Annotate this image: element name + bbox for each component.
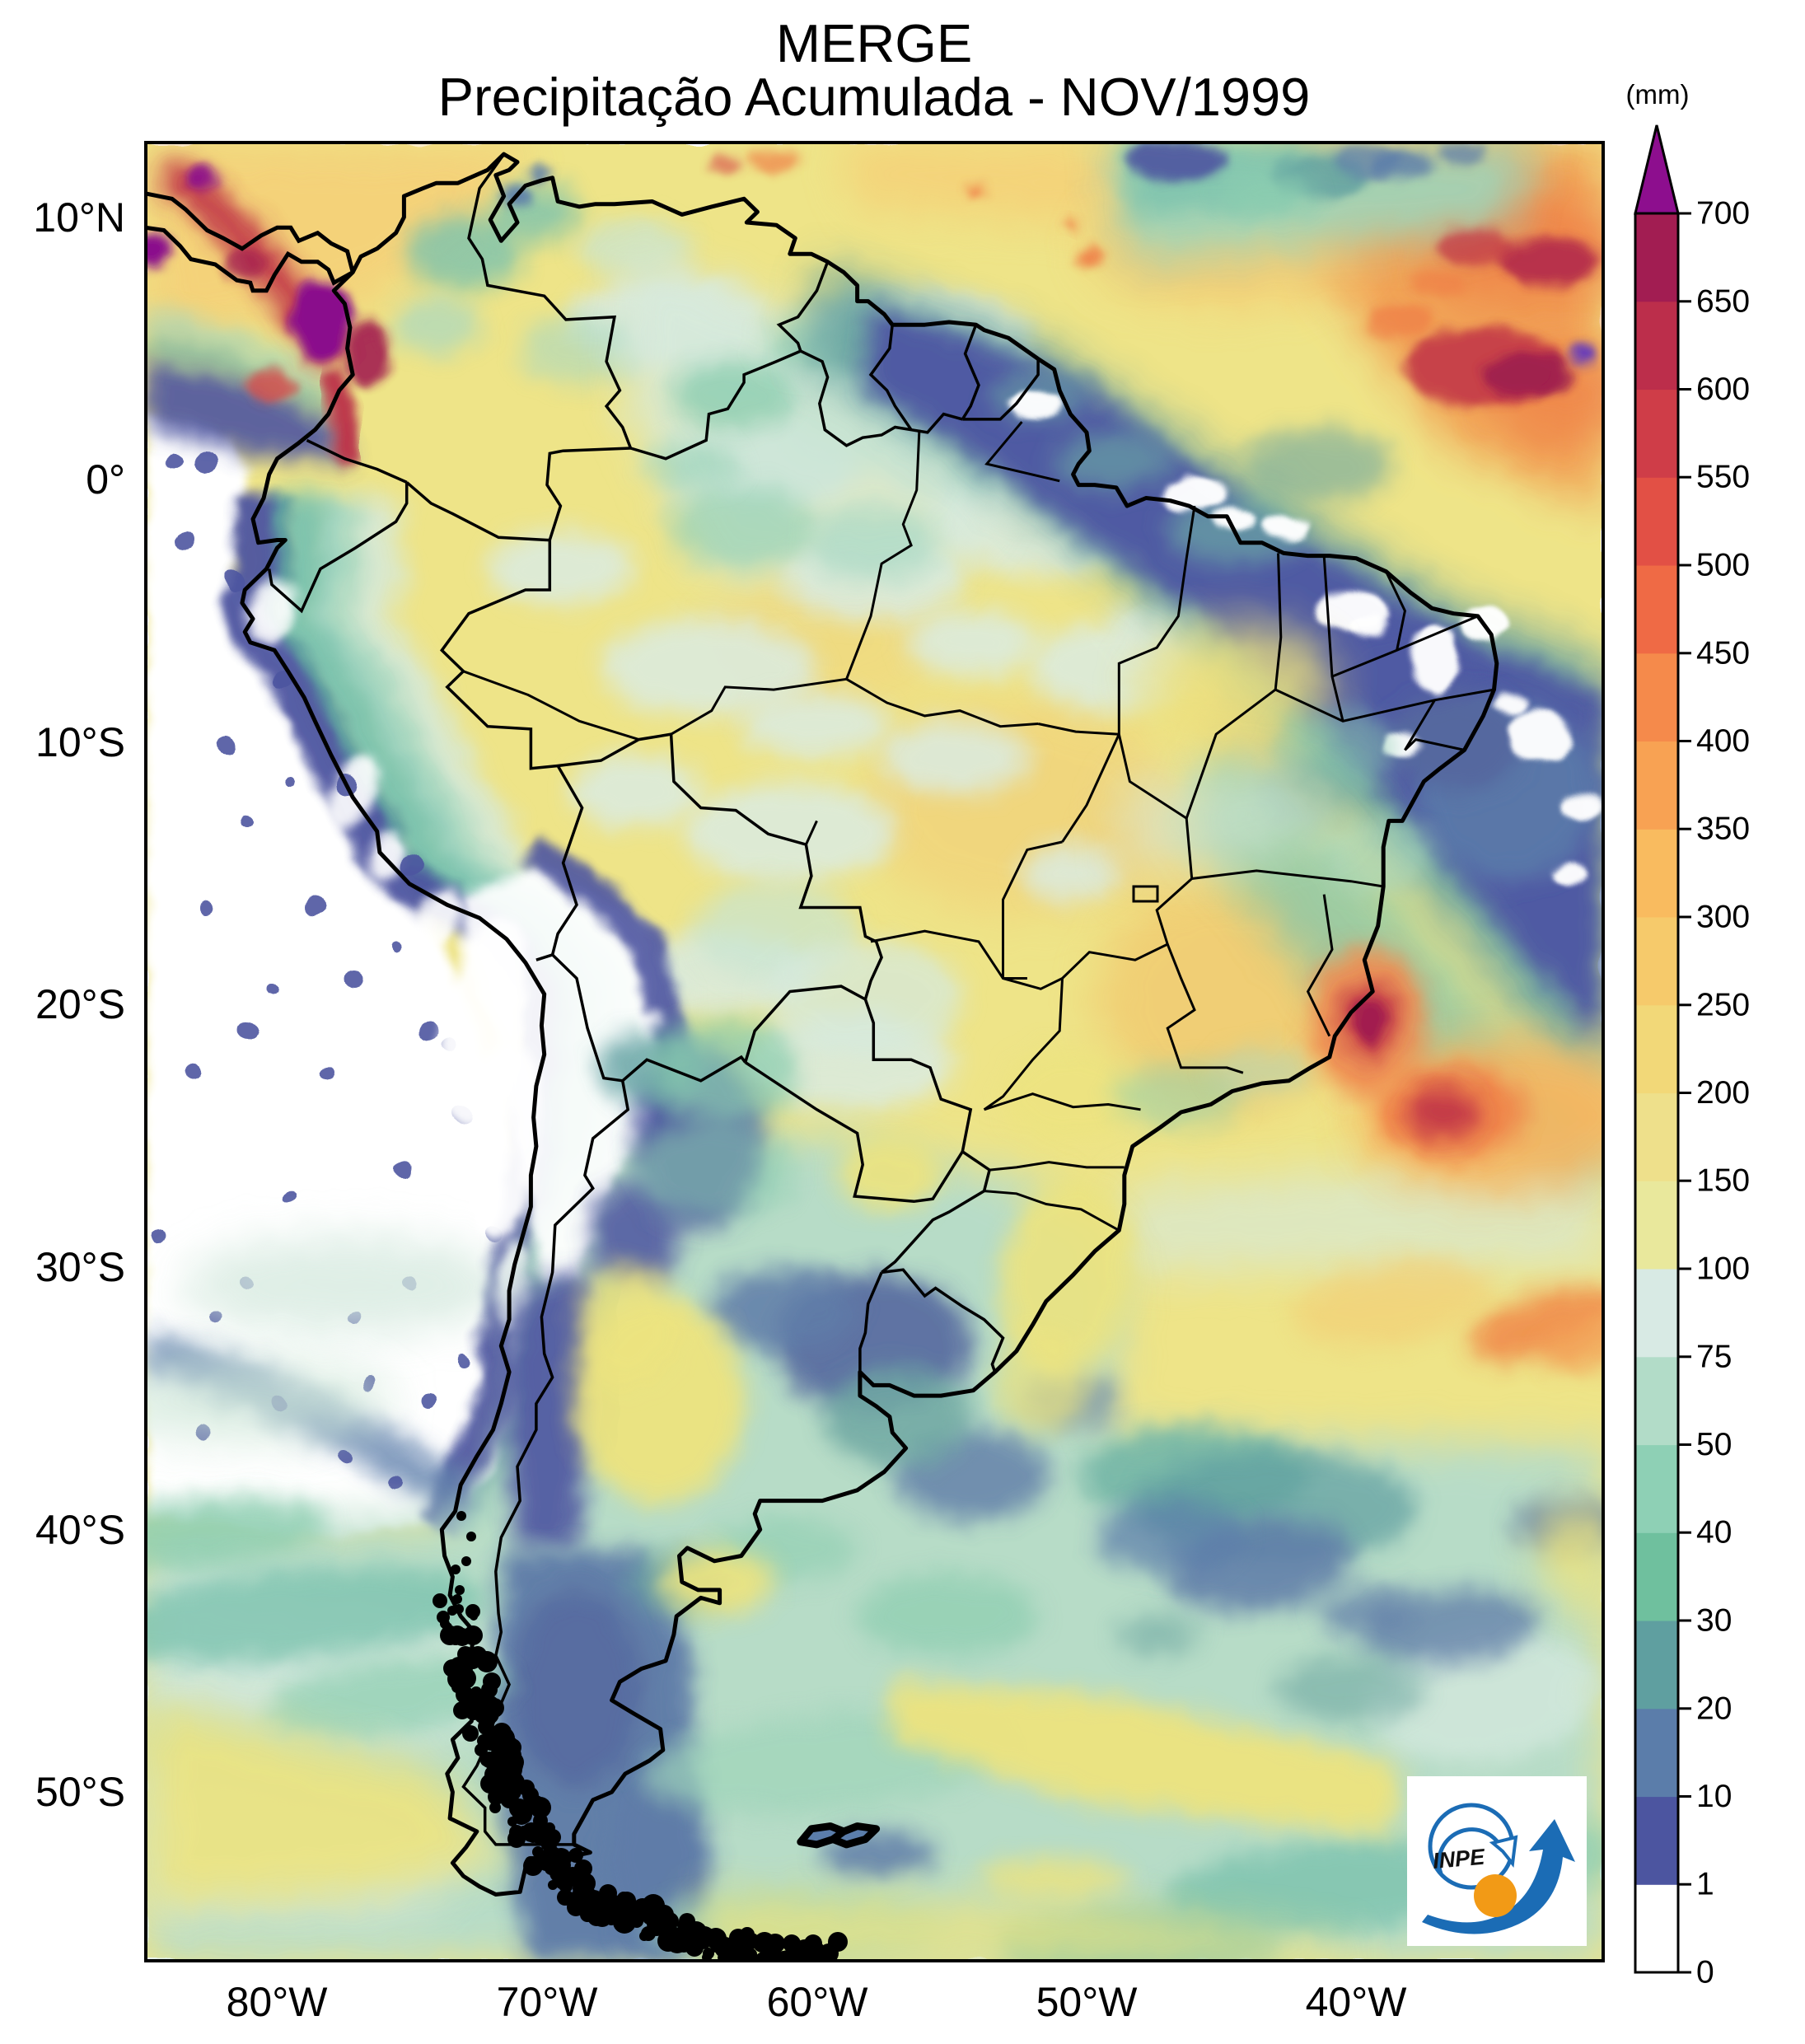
svg-text:80°W: 80°W [227, 1979, 329, 2025]
svg-text:40°W: 40°W [1306, 1979, 1408, 2025]
svg-text:600: 600 [1696, 372, 1750, 407]
svg-text:0°: 0° [86, 456, 125, 503]
svg-text:20°S: 20°S [35, 981, 125, 1027]
svg-text:60°W: 60°W [767, 1979, 869, 2025]
svg-text:0: 0 [1696, 1955, 1714, 1990]
svg-text:40°S: 40°S [35, 1507, 125, 1553]
svg-text:50: 50 [1696, 1427, 1732, 1462]
svg-text:75: 75 [1696, 1339, 1732, 1374]
svg-text:450: 450 [1696, 635, 1750, 671]
svg-text:350: 350 [1696, 812, 1750, 847]
svg-text:300: 300 [1696, 900, 1750, 935]
svg-text:250: 250 [1696, 987, 1750, 1022]
svg-text:400: 400 [1696, 723, 1750, 759]
svg-text:100: 100 [1696, 1251, 1750, 1287]
svg-text:10°S: 10°S [35, 719, 125, 765]
svg-text:INPE: INPE [1432, 1845, 1486, 1873]
svg-text:20: 20 [1696, 1691, 1732, 1726]
svg-text:50°W: 50°W [1036, 1979, 1139, 2025]
svg-text:700: 700 [1696, 196, 1750, 232]
svg-text:30: 30 [1696, 1603, 1732, 1639]
svg-text:200: 200 [1696, 1075, 1750, 1111]
svg-text:10: 10 [1696, 1779, 1732, 1814]
svg-text:MERGE: MERGE [776, 13, 972, 73]
svg-text:10°N: 10°N [33, 194, 125, 241]
svg-text:40: 40 [1696, 1515, 1732, 1551]
svg-text:(mm): (mm) [1626, 79, 1690, 110]
svg-text:1: 1 [1696, 1867, 1714, 1902]
svg-text:50°S: 50°S [35, 1769, 125, 1815]
svg-text:500: 500 [1696, 548, 1750, 583]
svg-text:150: 150 [1696, 1163, 1750, 1199]
svg-text:30°S: 30°S [35, 1244, 125, 1290]
svg-text:70°W: 70°W [497, 1979, 599, 2025]
svg-text:Precipitação Acumulada - NOV/1: Precipitação Acumulada - NOV/1999 [438, 67, 1311, 127]
svg-text:550: 550 [1696, 460, 1750, 495]
svg-text:650: 650 [1696, 283, 1750, 319]
